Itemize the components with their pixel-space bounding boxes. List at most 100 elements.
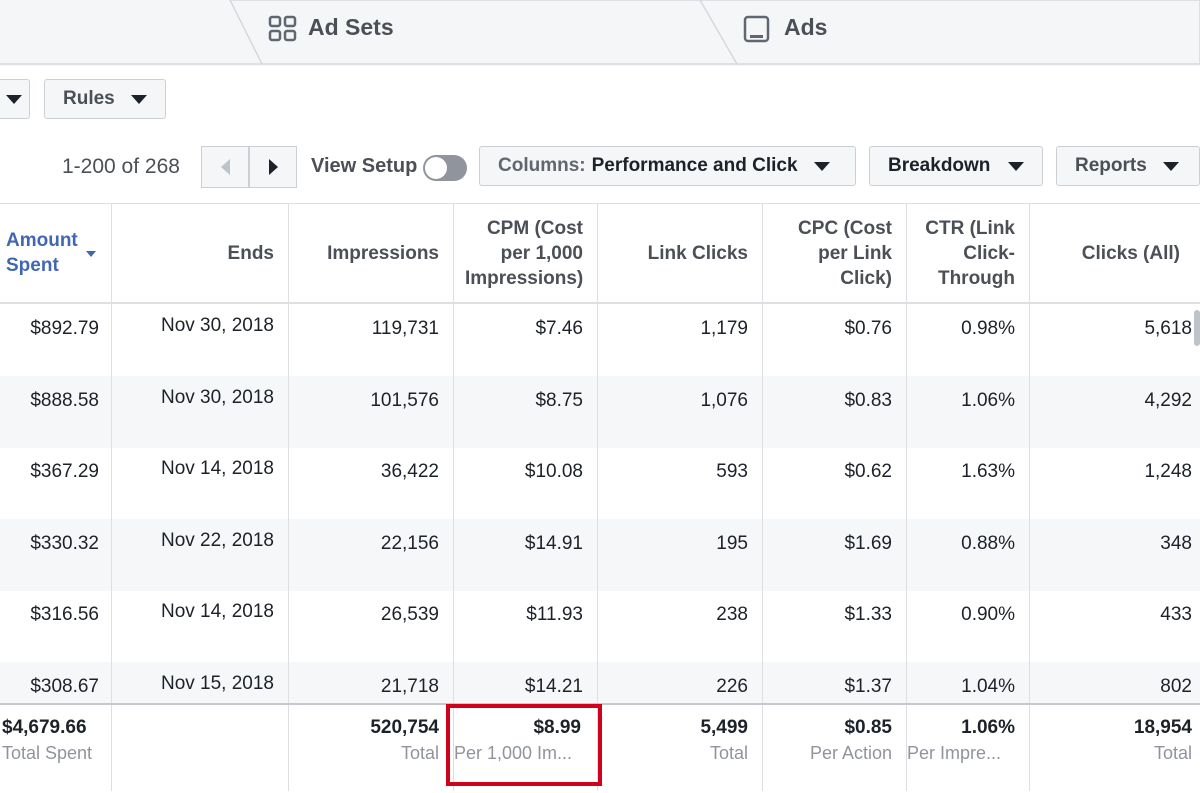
dropdown-button-partial[interactable] [0,79,30,119]
columns-dropdown[interactable]: Columns: Performance and Click [479,146,856,186]
cell-value: 4,292 [1144,389,1192,411]
cell-cpm: $11.93 [454,590,598,662]
cell-value: 1.63% [961,461,1015,482]
header-label: Impressions [327,242,439,264]
total-value: $4,679.66 [2,717,87,738]
column-header-cpc[interactable]: CPC (Cost per Link Click) [763,203,907,303]
table-top-border [0,203,1200,204]
caret-down-icon [813,161,830,171]
total-value: 5,499 [700,717,748,738]
cell-value: $0.62 [844,461,892,482]
cell-ctr: 1.63% [907,447,1030,519]
cell-value: 119,731 [371,318,439,339]
table-row[interactable]: $316.56 Nov 14, 2018 26,539 $11.93 238 $1.33 0… [0,590,1200,662]
cell-value: 5,618 [1144,318,1192,339]
cell-impressions: 119,731 [289,304,454,376]
previous-page-button[interactable] [201,146,249,188]
cell-clicks-all: 1,248 [1030,447,1200,519]
cell-value: 0.88% [961,532,1015,554]
cell-value: 0.98% [961,318,1015,339]
column-header-link-clicks[interactable]: Link Clicks [598,203,763,303]
vertical-scrollbar[interactable] [1194,310,1200,346]
cell-amount-spent: $367.29 [0,447,112,519]
cell-ctr: 0.90% [907,590,1030,662]
column-header-impressions[interactable]: Impressions [289,203,454,303]
cell-clicks-all: 433 [1030,590,1200,662]
column-header-clicks-all[interactable]: Clicks (All) [1030,203,1200,303]
reports-dropdown[interactable]: Reports [1056,146,1200,186]
cell-value: Nov 14, 2018 [160,601,274,622]
cell-value: $308.67 [30,675,99,697]
reports-label: Reports [1075,155,1147,176]
header-label: CPM (Cost per 1,000 Impressions) [465,217,584,289]
cell-link-clicks: 593 [598,447,763,519]
column-header-amount-spent[interactable]: Amount Spent [0,203,112,303]
cell-value: $1.33 [844,604,892,625]
next-page-button[interactable] [249,146,297,188]
cell-value: $1.37 [844,675,892,697]
total-cpc: $0.85 Per Action [763,705,907,791]
cell-cpc: $0.62 [763,447,907,519]
cell-value: $11.93 [526,604,583,625]
cell-value: $330.32 [30,532,99,554]
cell-ends: Nov 30, 2018 [112,304,289,376]
header-divider [0,302,1200,304]
cell-value: $10.08 [524,461,583,482]
grid-icon [268,14,298,49]
rules-button[interactable]: Rules [44,79,166,119]
toggle-knob [425,157,447,179]
cell-value: $367.29 [30,461,99,482]
cell-value: 238 [716,604,748,625]
chevron-right-icon [268,159,278,175]
table-row[interactable]: $330.32 Nov 22, 2018 22,156 $14.91 195 $1.69 0… [0,518,1200,591]
column-header-cpm[interactable]: CPM (Cost per 1,000 Impressions) [454,203,598,303]
header-label: CPC (Cost per Link Click) [798,217,892,289]
total-label: Per Impre... [907,743,1002,763]
chevron-left-icon [220,159,230,175]
cell-impressions: 21,718 [289,661,454,734]
total-label: Per 1,000 Im... [454,743,573,763]
pagination-count: 1-200 of 268 [62,155,180,178]
cell-ends: Nov 15, 2018 [112,661,289,734]
cell-value: 26,539 [380,604,439,625]
breakdown-label: Breakdown [888,155,991,176]
breakdown-dropdown[interactable]: Breakdown [869,146,1043,186]
cell-link-clicks: 226 [598,661,763,734]
total-amount-spent: $4,679.66 Total Spent [0,705,112,791]
cell-value: $8.75 [535,389,583,411]
view-setup-label: View Setup [311,155,418,177]
total-impressions: 520,754 Total [289,705,454,791]
cell-impressions: 22,156 [289,518,454,591]
tab-ad-sets[interactable]: Ad Sets [262,0,702,64]
cell-cpm: $7.46 [454,304,598,376]
tab-ads[interactable]: Ads [738,0,1178,64]
cell-value: $7.46 [535,318,583,339]
cell-value: Nov 30, 2018 [160,315,274,336]
table-row[interactable]: $888.58 Nov 30, 2018 101,576 $8.75 1,076 $0.8… [0,375,1200,448]
total-value [112,705,274,717]
table-row[interactable]: $367.29 Nov 14, 2018 36,422 $10.08 593 $0.62 1… [0,447,1200,519]
tab-ad-sets-label: Ad Sets [308,14,394,40]
cell-value: Nov 15, 2018 [160,672,274,694]
cell-amount-spent: $892.79 [0,304,112,376]
column-header-ctr[interactable]: CTR (Link Click-Through [907,203,1030,303]
cell-impressions: 36,422 [289,447,454,519]
total-value: 1.06% [961,717,1015,738]
cell-value: Nov 22, 2018 [160,529,274,551]
cell-cpm: $14.21 [454,661,598,734]
cell-value: 593 [716,461,748,482]
cell-clicks-all: 802 [1030,662,1200,734]
cell-value: $0.76 [844,318,892,339]
cell-value: $14.91 [524,532,583,554]
table-row[interactable]: $892.79 Nov 30, 2018 119,731 $7.46 1,179 $0.7… [0,304,1200,376]
cell-value: $316.56 [30,604,99,625]
cell-cpc: $0.83 [763,375,907,448]
cell-amount-spent: $316.56 [0,590,112,662]
column-header-ends[interactable]: Ends [112,203,289,303]
cell-value: 348 [1160,532,1192,554]
total-ends [112,705,289,791]
cell-cpc: $1.33 [763,590,907,662]
total-label: Total [1153,743,1192,763]
cell-ctr: 1.04% [907,661,1030,734]
view-setup-toggle[interactable] [423,155,467,181]
